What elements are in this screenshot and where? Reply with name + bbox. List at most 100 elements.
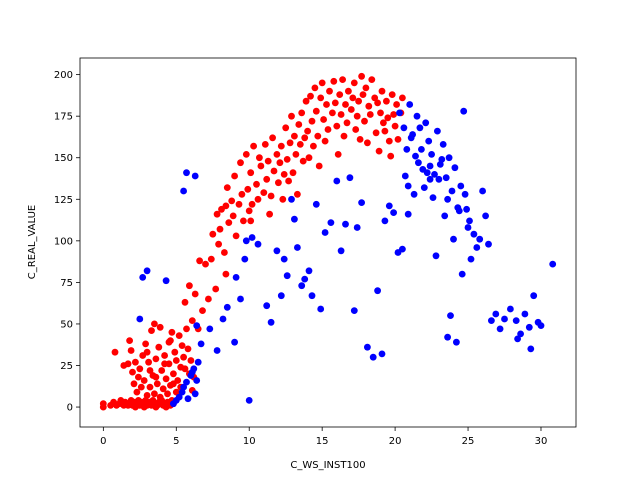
data-point-0-159 bbox=[302, 97, 310, 105]
data-point-1-103 bbox=[521, 310, 529, 318]
data-point-1-125 bbox=[439, 141, 447, 148]
data-point-0-97 bbox=[167, 337, 174, 344]
data-point-0-143 bbox=[273, 151, 281, 158]
data-point-1-63 bbox=[385, 202, 393, 210]
data-point-1-121 bbox=[428, 151, 435, 158]
data-point-1-68 bbox=[404, 210, 412, 218]
data-point-1-11 bbox=[194, 358, 202, 366]
data-point-0-84 bbox=[183, 325, 190, 333]
data-point-1-116 bbox=[413, 112, 421, 120]
data-point-1-36 bbox=[273, 247, 281, 255]
data-point-1-43 bbox=[298, 282, 306, 290]
data-point-0-1 bbox=[99, 400, 107, 408]
data-point-0-134 bbox=[254, 195, 262, 203]
data-point-0-48 bbox=[133, 388, 141, 396]
data-point-0-219 bbox=[321, 137, 329, 145]
data-point-0-60 bbox=[152, 355, 160, 363]
data-point-0-205 bbox=[390, 111, 397, 118]
data-point-1-93 bbox=[479, 187, 486, 195]
data-point-0-229 bbox=[356, 136, 364, 143]
data-point-1-78 bbox=[435, 175, 443, 183]
data-point-0-204 bbox=[388, 91, 396, 98]
data-point-0-82 bbox=[180, 353, 188, 361]
data-point-0-95 bbox=[137, 383, 145, 391]
data-point-0-51 bbox=[140, 377, 148, 384]
data-point-1-109 bbox=[527, 345, 535, 353]
y-tick-label-3: 75 bbox=[60, 278, 73, 289]
data-point-0-198 bbox=[377, 109, 384, 117]
data-point-0-115 bbox=[221, 249, 228, 256]
data-point-1-20 bbox=[193, 322, 201, 329]
data-point-0-144 bbox=[275, 179, 282, 187]
data-point-1-32 bbox=[248, 234, 256, 241]
y-tick-label-7: 175 bbox=[54, 112, 73, 123]
data-point-0-56 bbox=[148, 327, 155, 334]
data-point-1-87 bbox=[461, 190, 469, 198]
data-point-0-155 bbox=[295, 121, 303, 128]
data-point-1-134 bbox=[466, 217, 473, 225]
data-point-1-100 bbox=[507, 305, 514, 313]
data-point-1-71 bbox=[415, 159, 422, 167]
data-point-1-136 bbox=[410, 190, 418, 198]
data-point-0-137 bbox=[261, 141, 269, 148]
data-point-0-163 bbox=[308, 117, 316, 125]
data-point-0-73 bbox=[168, 328, 176, 336]
data-point-0-214 bbox=[256, 154, 263, 162]
data-point-0-100 bbox=[181, 298, 189, 306]
data-point-0-216 bbox=[279, 195, 287, 203]
data-point-0-180 bbox=[342, 101, 349, 108]
data-point-1-92 bbox=[476, 235, 484, 243]
data-point-1-51 bbox=[333, 177, 341, 185]
data-point-1-81 bbox=[444, 333, 451, 341]
data-point-0-119 bbox=[228, 197, 236, 205]
data-point-0-168 bbox=[318, 79, 326, 87]
data-point-0-59 bbox=[151, 320, 158, 328]
data-point-0-187 bbox=[355, 97, 362, 105]
data-point-0-58 bbox=[151, 390, 158, 398]
data-point-0-178 bbox=[337, 111, 345, 118]
data-point-0-173 bbox=[329, 109, 336, 117]
data-point-0-199 bbox=[378, 87, 386, 95]
data-point-1-111 bbox=[396, 109, 403, 117]
data-point-1-5 bbox=[183, 378, 190, 386]
data-point-0-117 bbox=[223, 184, 231, 192]
data-point-1-61 bbox=[378, 350, 386, 358]
data-point-0-148 bbox=[282, 124, 290, 132]
data-point-0-141 bbox=[269, 134, 276, 142]
data-point-1-53 bbox=[342, 220, 349, 228]
data-point-0-133 bbox=[253, 180, 260, 188]
data-point-0-185 bbox=[350, 79, 358, 87]
data-point-0-189 bbox=[359, 91, 367, 98]
data-point-1-2 bbox=[175, 393, 183, 401]
data-point-0-96 bbox=[143, 348, 151, 356]
data-point-1-90 bbox=[470, 230, 478, 238]
data-point-0-188 bbox=[358, 72, 365, 80]
data-point-0-206 bbox=[391, 122, 399, 130]
data-point-0-230 bbox=[381, 127, 389, 135]
data-point-0-212 bbox=[222, 270, 230, 278]
data-point-1-30 bbox=[242, 237, 250, 245]
data-point-0-125 bbox=[238, 190, 246, 198]
data-point-1-76 bbox=[429, 194, 437, 202]
data-point-0-153 bbox=[291, 132, 298, 140]
data-point-1-129 bbox=[451, 164, 459, 172]
data-point-0-93 bbox=[170, 380, 177, 388]
x-tick-label-0: 0 bbox=[100, 436, 106, 447]
data-point-1-56 bbox=[353, 224, 361, 231]
data-point-0-105 bbox=[196, 257, 204, 265]
data-point-0-170 bbox=[323, 101, 330, 108]
data-point-1-6 bbox=[184, 395, 192, 403]
data-point-0-202 bbox=[384, 114, 392, 122]
data-point-1-59 bbox=[369, 353, 377, 361]
data-point-1-104 bbox=[525, 323, 533, 331]
data-point-0-192 bbox=[365, 102, 373, 110]
data-point-1-123 bbox=[434, 127, 441, 135]
y-tick-label-4: 100 bbox=[54, 236, 73, 247]
data-point-1-75 bbox=[426, 162, 434, 170]
data-point-0-124 bbox=[237, 159, 244, 167]
data-point-1-40 bbox=[288, 195, 295, 203]
data-point-0-76 bbox=[172, 388, 180, 396]
x-tick-label-6: 30 bbox=[535, 436, 548, 447]
data-point-0-191 bbox=[362, 84, 370, 92]
